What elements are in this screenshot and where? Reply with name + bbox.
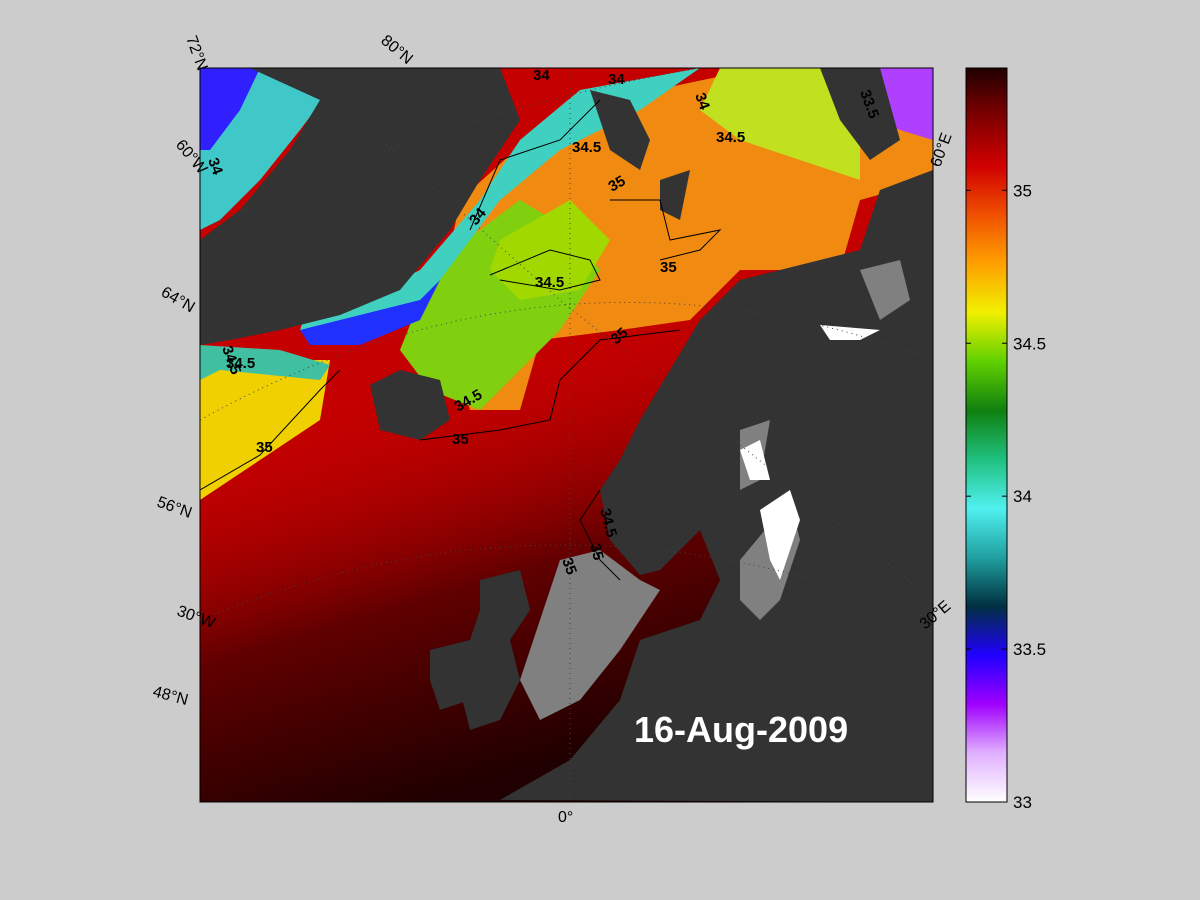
contour-label: 34 — [533, 67, 550, 84]
colorbar: 33 33.5 34 34.5 35 — [965, 67, 1046, 812]
contour-label: 34 — [691, 91, 713, 113]
contour-line — [579, 489, 621, 581]
graticule-line — [200, 301, 933, 421]
graticule-line — [200, 544, 933, 621]
graticule-label: 72°N — [182, 34, 210, 73]
graticule-label: 64°N — [158, 284, 197, 317]
land-ireland — [430, 640, 470, 710]
colorbar-tick-label: 35 — [1013, 181, 1032, 200]
contour-label: 35 — [660, 259, 677, 276]
contour-line — [610, 199, 722, 261]
colorbar-tick-label: 34 — [1013, 487, 1032, 506]
colorbar-tick-label: 33.5 — [1013, 640, 1046, 659]
ice-shelf — [740, 325, 880, 580]
graticule-label: 48°N — [151, 683, 190, 709]
contour-line — [469, 99, 601, 231]
map-frame — [199, 67, 934, 803]
contour-label: 35 — [606, 172, 629, 195]
contour-label: 35 — [586, 542, 607, 563]
contour-label: 34.5 — [716, 129, 745, 146]
contour-label: 34.5 — [535, 274, 564, 291]
ocean-teal — [200, 345, 330, 380]
contours — [200, 99, 722, 581]
contour-label: 35 — [558, 556, 580, 577]
contour-line — [489, 249, 601, 291]
ocean-blue — [200, 68, 260, 150]
land-svalbard — [590, 90, 690, 220]
land-greenland — [200, 68, 520, 345]
contour-label: 34.5 — [572, 139, 601, 156]
graticule — [200, 68, 933, 802]
ocean-blue-coast — [300, 280, 440, 345]
contour-label: 34.5 — [596, 507, 620, 540]
contour-line — [419, 329, 681, 441]
ocean-yellow — [200, 360, 330, 500]
land-iceland — [370, 370, 450, 440]
graticule-label: 56°N — [155, 494, 194, 522]
contour-label: 35 — [452, 431, 469, 448]
ocean-yellow-north — [700, 68, 860, 180]
colorbar-bar — [965, 67, 1008, 803]
contour-label: 34 — [204, 156, 226, 178]
contour-label: 34 — [608, 71, 625, 88]
contour-label: 35 — [256, 439, 273, 456]
graticule-label: 0° — [558, 809, 573, 826]
colorbar-tick-label: 34.5 — [1013, 334, 1046, 353]
colorbar-tick-label: 33 — [1013, 793, 1032, 812]
shelf-north-sea — [520, 550, 660, 720]
date-label: 16-Aug-2009 — [634, 709, 848, 750]
graticule-label: 80°N — [377, 32, 415, 68]
contour-label: 34.5 — [226, 355, 255, 372]
contour-line — [200, 369, 341, 491]
map: 34 34 34 34 34.5 34.5 35 34.5 35 35 34.5… — [200, 67, 933, 802]
land-novaya — [820, 68, 900, 160]
